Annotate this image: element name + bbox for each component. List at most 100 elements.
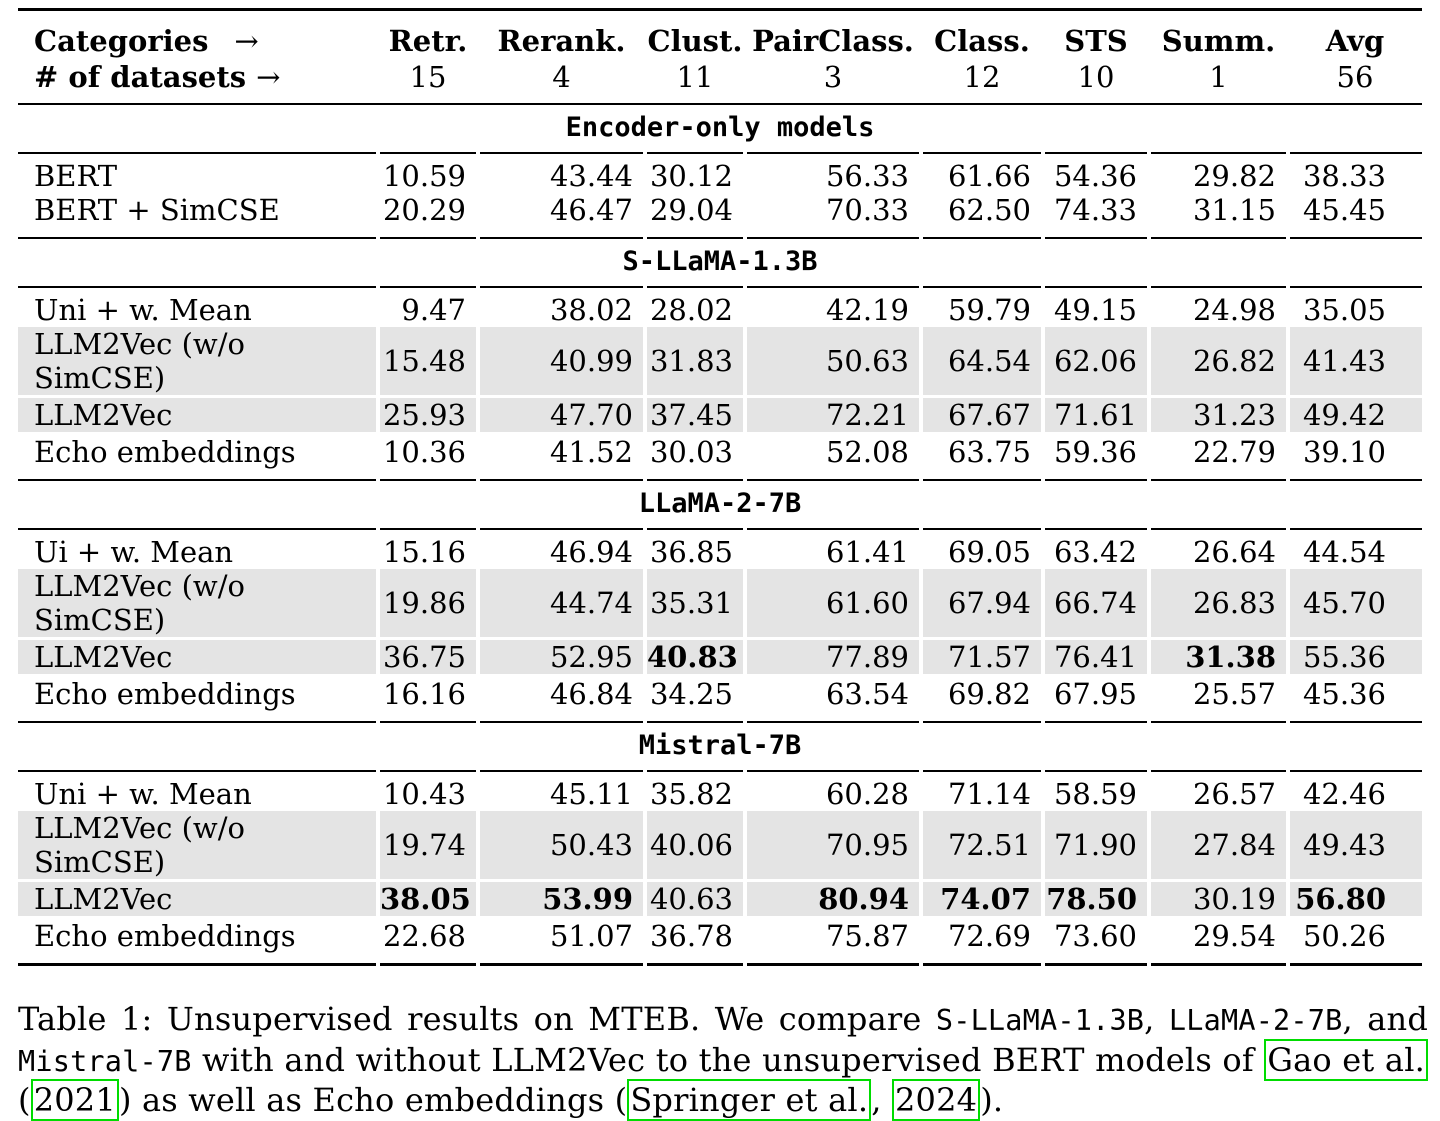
score-cell: 80.94 bbox=[743, 880, 921, 919]
caption-text: ). bbox=[980, 1081, 1004, 1119]
categories-label-cell: Categories → bbox=[18, 10, 378, 60]
score-cell: 30.19 bbox=[1147, 880, 1288, 919]
model-name-code: Mistral-7B bbox=[18, 1044, 192, 1078]
score-cell: 36.85 bbox=[643, 529, 745, 569]
model-name-code: S-LLaMA-1.3B bbox=[935, 1004, 1145, 1037]
score-cell: 40.06 bbox=[643, 811, 745, 882]
score-cell: 58.59 bbox=[1041, 771, 1149, 811]
dataset-count: 4 bbox=[552, 59, 571, 94]
table-row: BERT + SimCSE 20.29 46.47 29.04 70.33 62.50 74… bbox=[18, 193, 1422, 238]
dataset-count: 56 bbox=[1336, 59, 1374, 94]
score-cell: 35.82 bbox=[643, 771, 745, 811]
model-label: Echo embeddings bbox=[34, 919, 296, 953]
dataset-count-label: # of datasets bbox=[34, 59, 247, 94]
score-cell: 16.16 bbox=[376, 675, 478, 722]
model-label: Echo embeddings bbox=[34, 435, 296, 469]
score-cell: 30.03 bbox=[643, 433, 745, 480]
section-title-band: LLaMA-2-7B bbox=[18, 480, 1422, 529]
score-cell: 67.95 bbox=[1041, 675, 1149, 722]
score-cell: 69.05 bbox=[919, 529, 1043, 569]
table-row: LLM2Vec (w/o SimCSE) 15.48 40.99 31.83 50.63… bbox=[18, 327, 1422, 398]
score-cell: 29.82 bbox=[1147, 153, 1288, 193]
score-cell: 49.42 bbox=[1286, 396, 1422, 435]
score-cell: 72.51 bbox=[919, 811, 1043, 882]
score-cell: 28.02 bbox=[643, 287, 745, 327]
score-cell: 26.57 bbox=[1147, 771, 1288, 811]
section-title-row: S-LLaMA-1.3B bbox=[18, 238, 1422, 287]
score-cell: 44.74 bbox=[476, 569, 645, 640]
column-header: Retr. bbox=[388, 24, 468, 58]
score-cell: 74.33 bbox=[1041, 193, 1149, 238]
table-row: LLM2Vec 25.93 47.70 37.45 72.21 67.67 71.61 31.… bbox=[18, 396, 1422, 435]
column-header: STS bbox=[1064, 24, 1128, 58]
score-cell: 70.95 bbox=[743, 811, 921, 882]
model-name-code: LLaMA-2-7B bbox=[1168, 1004, 1343, 1037]
table-row: Ui + w. Mean 15.16 46.94 36.85 61.41 69.05 63.… bbox=[18, 529, 1422, 569]
score-cell: 44.54 bbox=[1286, 529, 1422, 569]
score-cell: 61.41 bbox=[743, 529, 921, 569]
table-row: Uni + w. Mean 10.43 45.11 35.82 60.28 71.14 58… bbox=[18, 771, 1422, 811]
right-arrow-icon: → bbox=[256, 59, 281, 94]
score-cell: 47.70 bbox=[476, 396, 645, 435]
score-cell: 10.59 bbox=[376, 153, 478, 193]
score-cell: 43.44 bbox=[476, 153, 645, 193]
score-cell: 31.15 bbox=[1147, 193, 1288, 238]
citation-link[interactable]: 2021 bbox=[30, 1079, 119, 1121]
score-cell: 42.19 bbox=[743, 287, 921, 327]
score-cell: 56.80 bbox=[1286, 880, 1422, 919]
model-label: LLM2Vec bbox=[18, 880, 378, 919]
score-cell: 29.54 bbox=[1147, 917, 1288, 965]
score-cell: 62.50 bbox=[919, 193, 1043, 238]
column-header: Summ. bbox=[1161, 24, 1276, 58]
score-cell: 75.87 bbox=[743, 917, 921, 965]
score-cell: 41.43 bbox=[1286, 327, 1422, 398]
score-cell: 77.89 bbox=[743, 638, 921, 677]
table-row: Echo embeddings 22.68 51.07 36.78 75.87 72.69… bbox=[18, 917, 1422, 965]
caption-text: ) as well as Echo embeddings ( bbox=[118, 1081, 628, 1119]
section-title-band: Mistral-7B bbox=[18, 722, 1422, 771]
score-cell: 31.38 bbox=[1147, 638, 1288, 677]
table-row: LLM2Vec (w/o SimCSE) 19.74 50.43 40.06 70.95… bbox=[18, 811, 1422, 882]
dataset-count: 1 bbox=[1209, 59, 1228, 94]
score-cell: 78.50 bbox=[1041, 880, 1149, 919]
table-header: Categories → Retr. Rerank. Clust. PairClass. C… bbox=[18, 9, 1422, 104]
citation-link[interactable]: 2024 bbox=[891, 1079, 981, 1121]
caption-text: Table 1: Unsupervised results on MTEB. W… bbox=[18, 1000, 936, 1038]
score-cell: 45.11 bbox=[476, 771, 645, 811]
score-cell: 72.21 bbox=[743, 396, 921, 435]
dataset-count: 11 bbox=[676, 59, 714, 94]
table-caption: Table 1: Unsupervised results on MTEB. W… bbox=[18, 1000, 1429, 1121]
score-cell: 15.16 bbox=[376, 529, 478, 569]
score-cell: 38.02 bbox=[476, 287, 645, 327]
score-cell: 10.36 bbox=[376, 433, 478, 480]
section-title-row: LLaMA-2-7B bbox=[18, 480, 1422, 529]
score-cell: 37.45 bbox=[643, 396, 745, 435]
table-row: LLM2Vec (w/o SimCSE) 19.86 44.74 35.31 61.60… bbox=[18, 569, 1422, 640]
score-cell: 71.90 bbox=[1041, 811, 1149, 882]
section-title: Mistral-7B bbox=[638, 730, 802, 761]
table-row: LLM2Vec 38.05 53.99 40.63 80.94 74.07 78.50 30.… bbox=[18, 880, 1422, 919]
model-label: BERT + SimCSE bbox=[34, 193, 280, 227]
score-cell: 53.99 bbox=[476, 880, 645, 919]
citation-link[interactable]: Springer et al. bbox=[627, 1079, 872, 1121]
header-row-dataset-counts: # of datasets → 15 4 11 3 12 10 1 56 bbox=[18, 59, 1422, 104]
score-cell: 31.83 bbox=[643, 327, 745, 398]
column-header: Clust. bbox=[647, 24, 743, 58]
score-cell: 46.84 bbox=[476, 675, 645, 722]
score-cell: 45.36 bbox=[1286, 675, 1422, 722]
caption-text: with and without LLM2Vec to the unsuperv… bbox=[191, 1040, 1265, 1079]
model-label: LLM2Vec (w/o SimCSE) bbox=[18, 569, 378, 640]
score-cell: 39.10 bbox=[1286, 433, 1422, 480]
citation-link[interactable]: Gao et al. bbox=[1264, 1038, 1429, 1081]
section-title-band: S-LLaMA-1.3B bbox=[18, 238, 1422, 287]
score-cell: 19.86 bbox=[376, 569, 478, 640]
score-cell: 20.29 bbox=[376, 193, 478, 238]
score-cell: 63.42 bbox=[1041, 529, 1149, 569]
score-cell: 22.79 bbox=[1147, 433, 1288, 480]
header-row-categories: Categories → Retr. Rerank. Clust. PairClass. C… bbox=[18, 10, 1422, 60]
table-row: Echo embeddings 16.16 46.84 34.25 63.54 69.82… bbox=[18, 675, 1422, 722]
score-cell: 74.07 bbox=[919, 880, 1043, 919]
score-cell: 52.08 bbox=[743, 433, 921, 480]
score-cell: 34.25 bbox=[643, 675, 745, 722]
